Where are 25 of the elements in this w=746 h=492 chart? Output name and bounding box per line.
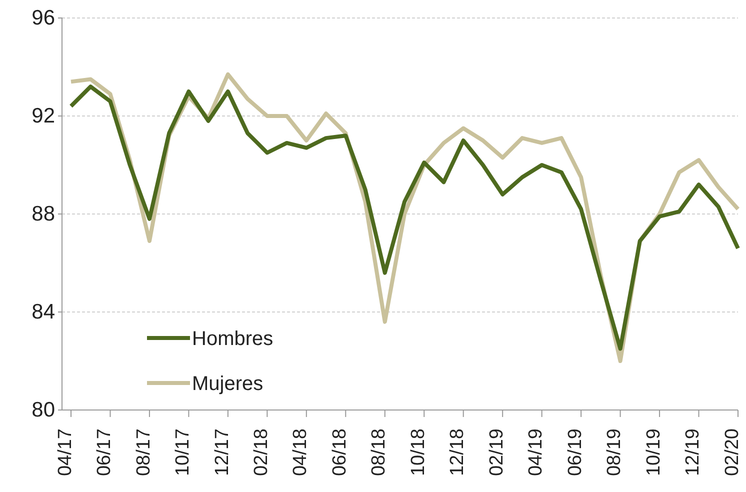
- x-tick-label: 10/18: [408, 428, 429, 476]
- y-tick-label: 84: [32, 300, 56, 324]
- x-tick-label: 06/18: [329, 428, 350, 476]
- y-tick-label: 88: [32, 202, 55, 226]
- x-tick-label: 08/17: [133, 428, 154, 476]
- x-tick-label: 04/19: [526, 428, 547, 476]
- y-tick-label: 92: [32, 104, 55, 128]
- x-tick-label: 02/19: [486, 428, 508, 476]
- y-tick-label: 96: [32, 6, 55, 30]
- y-tick-label: 80: [32, 398, 55, 422]
- x-tick-label: 10/17: [172, 428, 194, 476]
- x-tick-label: 08/19: [604, 428, 626, 476]
- x-tick-label: 10/19: [643, 428, 664, 476]
- x-tick-label: 02/18: [250, 428, 272, 476]
- legend-label: Hombres: [192, 328, 274, 350]
- x-tick-label: 08/18: [368, 428, 390, 476]
- x-tick-label: 06/19: [564, 428, 586, 476]
- x-tick-label: 02/20: [722, 428, 743, 476]
- x-tick-label: 04/17: [54, 428, 76, 476]
- x-tick-label: 12/17: [212, 428, 233, 476]
- x-tick-label: 12/18: [447, 428, 468, 476]
- legend-label: Mujeres: [192, 373, 264, 395]
- x-tick-label: 12/19: [682, 428, 704, 476]
- x-tick-label: 04/18: [290, 428, 312, 476]
- x-tick-label: 06/17: [94, 428, 116, 476]
